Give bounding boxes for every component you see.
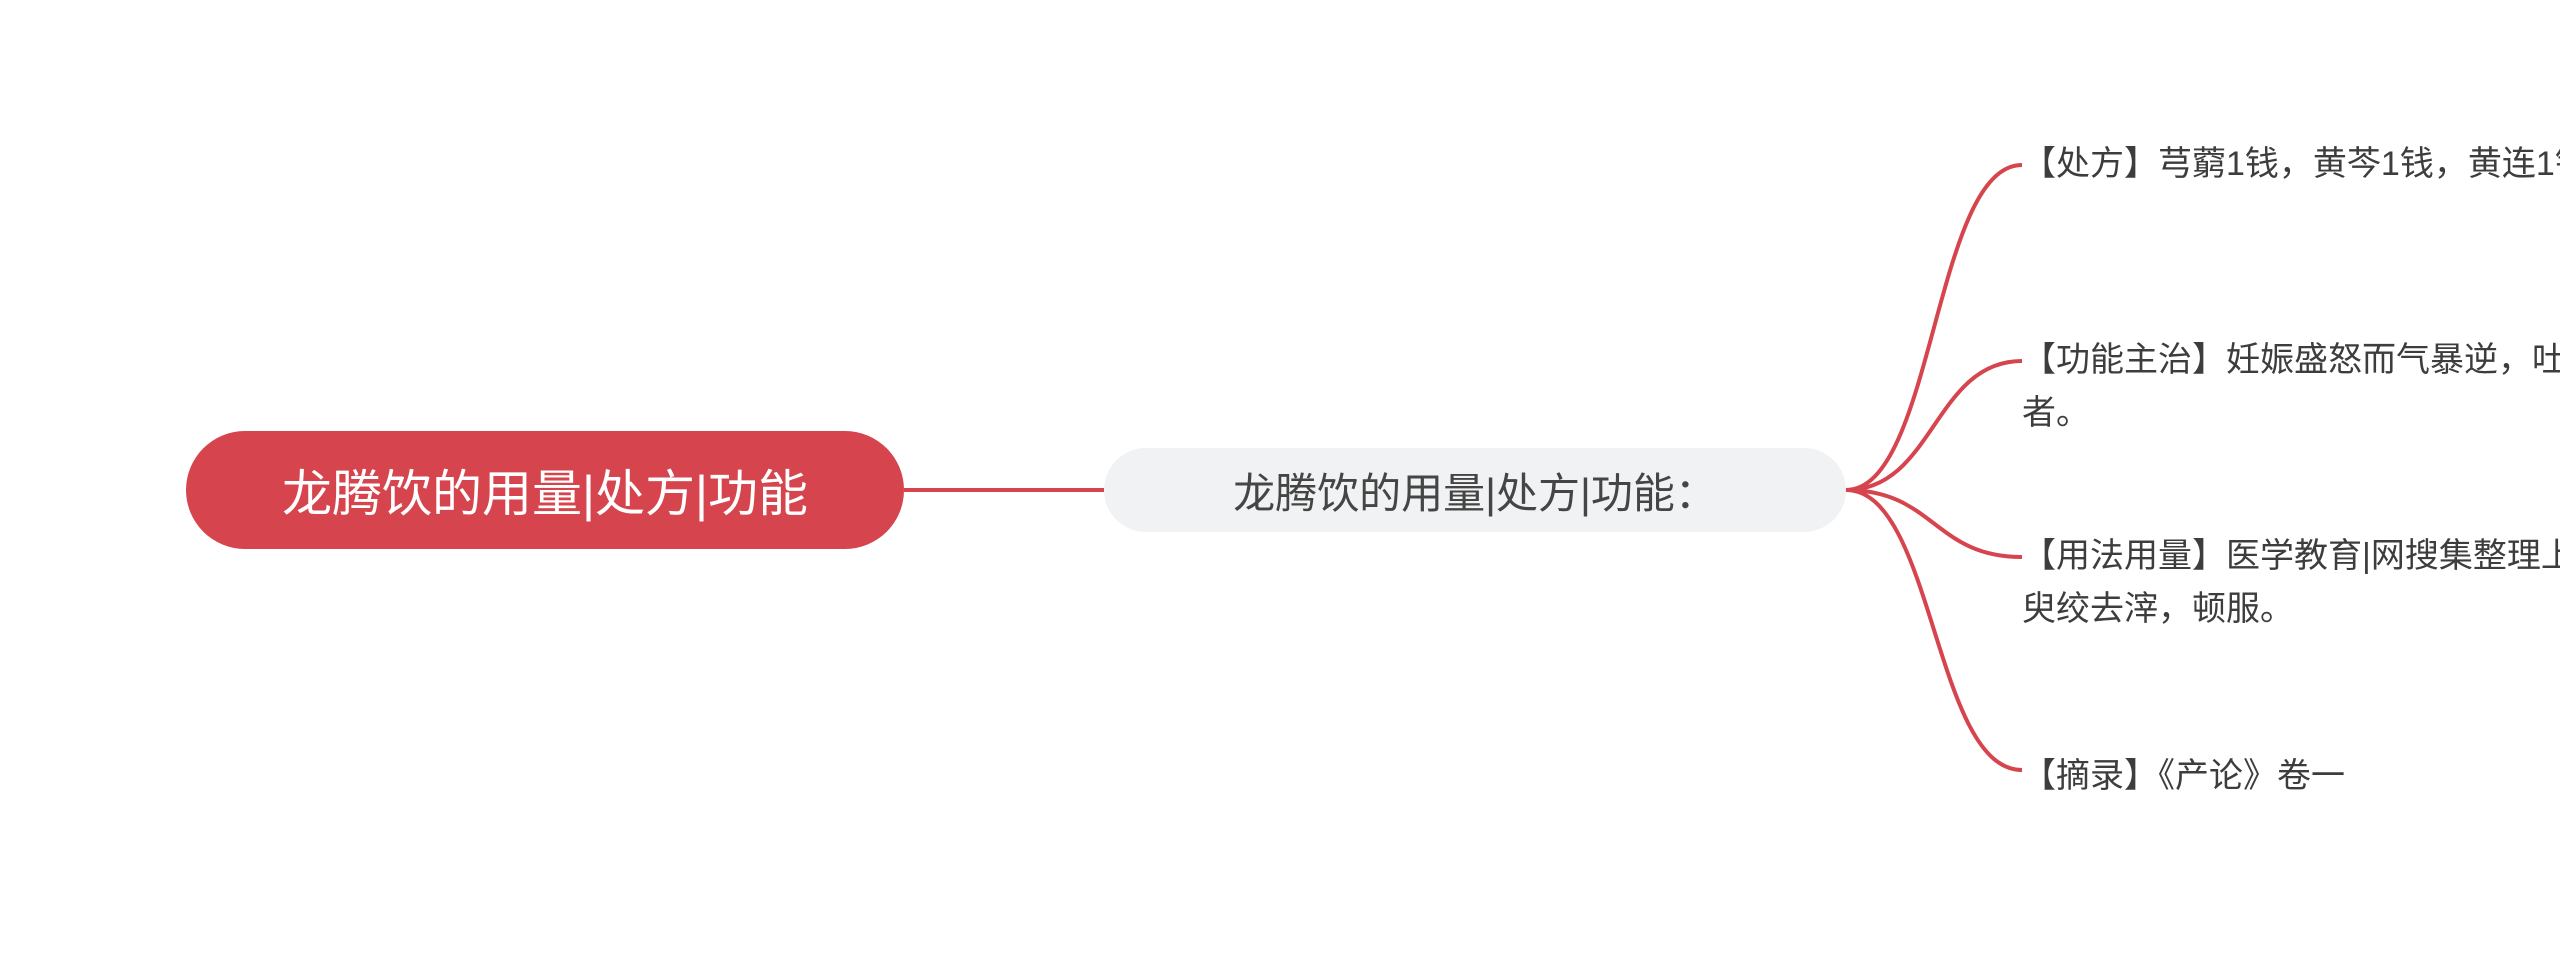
child-node-label: 龙腾饮的用量|处方|功能：	[1233, 460, 1717, 521]
leaf-node-excerpt: 【摘录】《产论》卷一	[2022, 750, 2560, 803]
mindmap-canvas: 龙腾饮的用量|处方|功能 龙腾饮的用量|处方|功能： 【处方】芎藭1钱，黄芩1钱…	[0, 0, 2560, 979]
leaf-node-usage: 【用法用量】医学教育|网搜集整理上以麻沸汤1合渍之，须臾绞去滓，顿服。	[2022, 530, 2560, 635]
root-node-label: 龙腾饮的用量|处方|功能	[282, 454, 808, 526]
leaf-text: 【处方】芎藭1钱，黄芩1钱，黄连1钱，大黄5分。	[2022, 145, 2560, 183]
leaf-text: 【摘录】《产论》卷一	[2022, 757, 2345, 795]
leaf-node-function: 【功能主治】妊娠盛怒而气暴逆，吐血衄血，或突然胸痛者。	[2022, 334, 2560, 439]
child-node: 龙腾饮的用量|处方|功能：	[1104, 448, 1846, 532]
leaf-text: 【用法用量】医学教育|网搜集整理上以麻沸汤1合渍之，须臾绞去滓，顿服。	[2022, 537, 2560, 628]
leaf-text: 【功能主治】妊娠盛怒而气暴逆，吐血衄血，或突然胸痛者。	[2022, 341, 2560, 432]
root-node: 龙腾饮的用量|处方|功能	[186, 431, 904, 549]
leaf-node-prescription: 【处方】芎藭1钱，黄芩1钱，黄连1钱，大黄5分。	[2022, 138, 2560, 191]
